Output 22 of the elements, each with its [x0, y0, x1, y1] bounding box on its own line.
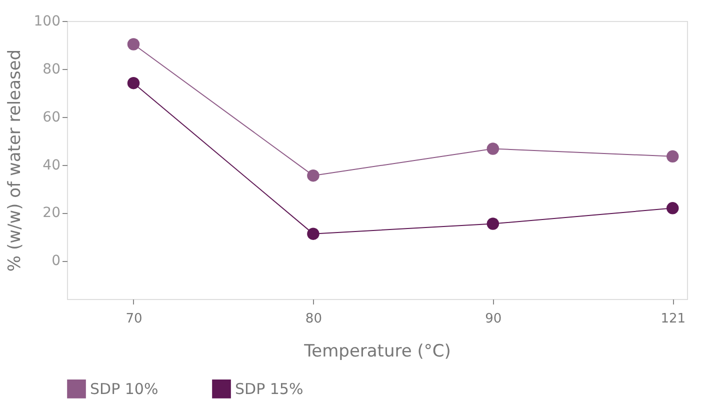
- y-tick-label: 100: [34, 14, 60, 30]
- x-tick-label: 121: [660, 312, 686, 326]
- y-axis-title: % (w/w) of water released: [4, 49, 25, 272]
- point: [486, 142, 500, 155]
- legend-label: SDP 10%: [90, 380, 158, 398]
- point: [666, 202, 679, 214]
- x-tick-label: 80: [305, 312, 322, 326]
- point: [666, 150, 679, 163]
- y-tick-label: 20: [42, 205, 60, 222]
- y-tick-label: 40: [42, 157, 60, 174]
- y-tick-label: 80: [42, 61, 60, 78]
- point: [307, 228, 320, 240]
- point: [307, 169, 320, 182]
- x-tick-label: 70: [126, 312, 142, 326]
- y-tick-label: 0: [52, 253, 60, 270]
- x-axis-title: Temperature (°C): [303, 342, 451, 362]
- point: [486, 218, 500, 230]
- point: [127, 38, 140, 50]
- x-tick-label: 90: [485, 312, 502, 326]
- y-tick-label: 60: [42, 109, 60, 126]
- legend-label: SDP 15%: [235, 380, 304, 398]
- point: [127, 76, 140, 90]
